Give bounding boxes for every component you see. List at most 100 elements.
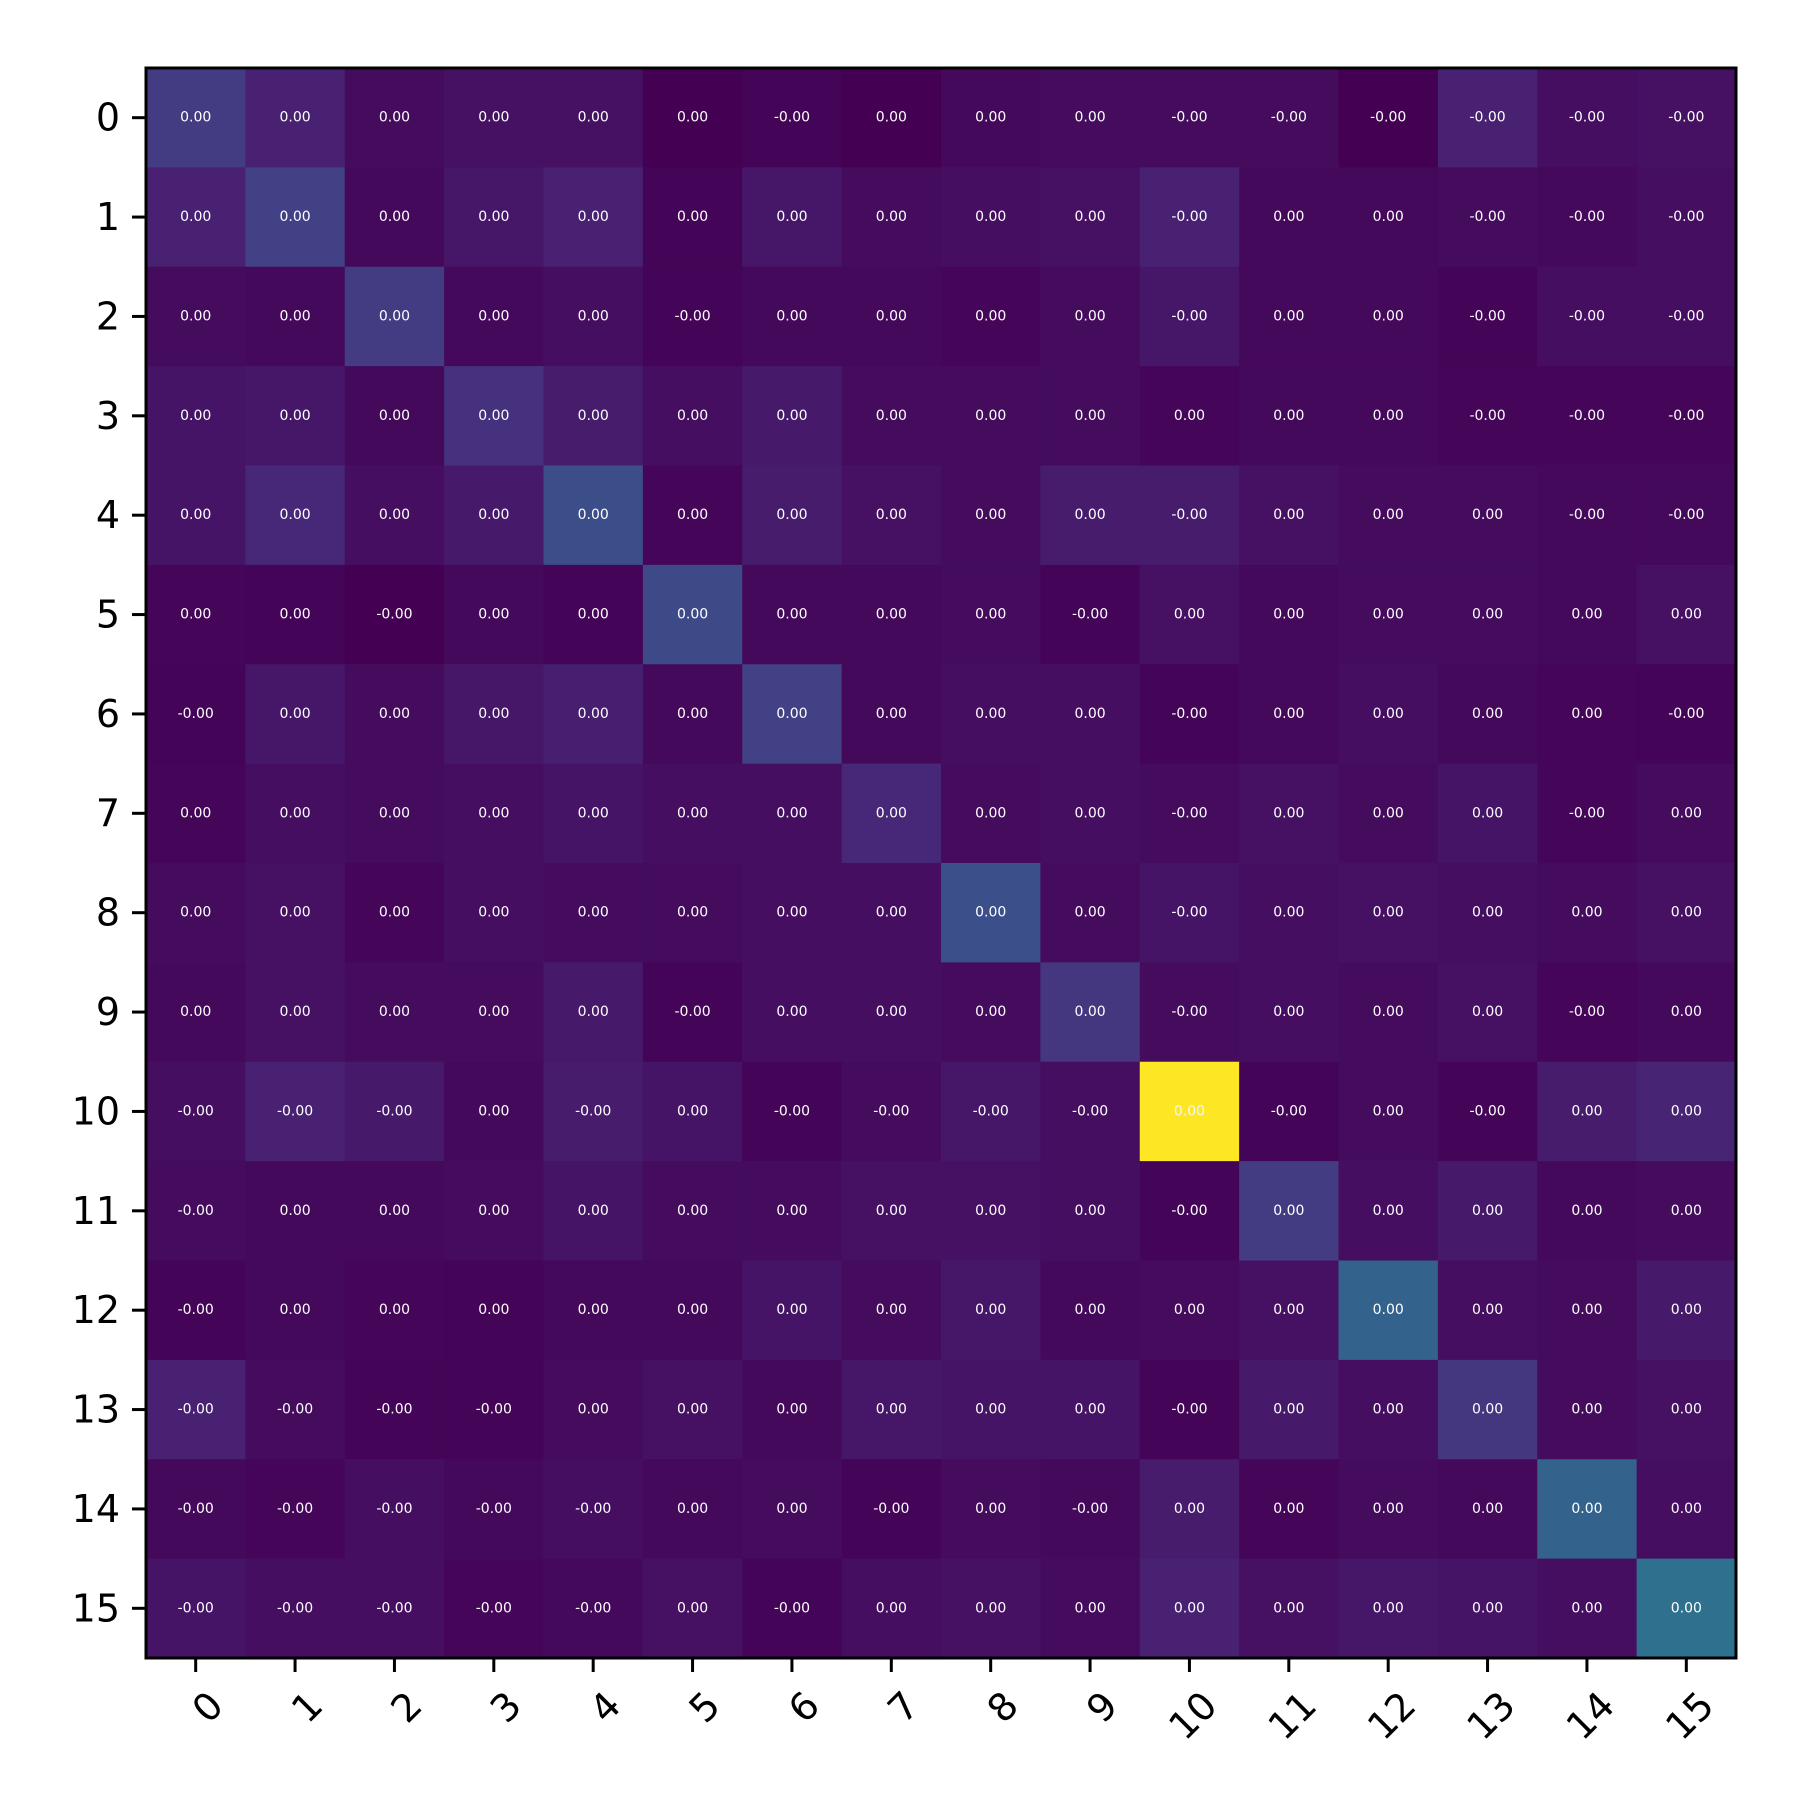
cell-value-label: 0.00 (1174, 1302, 1205, 1318)
cell-value-label: -0.00 (1569, 209, 1605, 225)
cell-value-label: 0.00 (279, 607, 310, 623)
heatmap-cell (1139, 68, 1240, 168)
heatmap-cell (1338, 1161, 1439, 1261)
cell-value-label: 0.00 (1074, 905, 1105, 921)
cell-value-label: 0.00 (876, 408, 907, 424)
cell-value-label: 0.00 (578, 308, 609, 324)
heatmap-cell (1239, 1061, 1339, 1162)
cell-value-label: -0.00 (1469, 1103, 1505, 1119)
cell-value-label: 0.00 (1273, 1501, 1304, 1517)
heatmap-cell (742, 1359, 843, 1460)
heatmap-cell (1338, 664, 1439, 765)
cell-value-label: -0.00 (1171, 1203, 1207, 1219)
cell-value-label: 0.00 (677, 1203, 708, 1219)
heatmap-cell (941, 167, 1041, 268)
heatmap-cell (1636, 664, 1737, 765)
x-tick-label: 12 (1359, 1683, 1424, 1748)
heatmap-cell (742, 366, 843, 466)
x-tick-label: 10 (1160, 1683, 1225, 1748)
cell-value-label: 0.00 (180, 607, 211, 623)
heatmap-cell (543, 763, 644, 864)
cell-value-label: 0.00 (1074, 209, 1105, 225)
heatmap-cell (1139, 266, 1240, 367)
cell-value-label: -0.00 (178, 1402, 214, 1418)
cell-value-label: 0.00 (1373, 1302, 1404, 1318)
cell-value-label: 0.00 (1273, 607, 1304, 623)
heatmap-cell (1437, 1260, 1538, 1361)
heatmap-cell (742, 564, 843, 665)
heatmap-cell (1537, 266, 1638, 367)
cell-value-label: 0.00 (478, 308, 509, 324)
x-tick-label: 7 (879, 1683, 927, 1731)
heatmap-cell (1537, 1459, 1638, 1560)
heatmap-cell (146, 664, 246, 765)
cell-value-label: 0.00 (975, 408, 1006, 424)
heatmap-cell (642, 366, 743, 466)
cell-value-label: 0.00 (379, 805, 410, 821)
cell-value-label: 0.00 (379, 1203, 410, 1219)
cell-value-label: -0.00 (1271, 110, 1307, 126)
cell-value-label: 0.00 (1074, 1600, 1105, 1616)
cell-value-label: 0.00 (1074, 507, 1105, 523)
cell-value-label: 0.00 (1671, 1004, 1702, 1020)
heatmap-cell (742, 962, 843, 1063)
cell-value-label: 0.00 (1273, 507, 1304, 523)
y-tick-label: 13 (72, 1388, 120, 1432)
cell-value-label: 0.00 (379, 507, 410, 523)
cell-value-label: 0.00 (776, 507, 807, 523)
heatmap-cell (841, 564, 942, 665)
heatmap-cell (1239, 564, 1339, 665)
heatmap-cell (1040, 1161, 1141, 1261)
heatmap-cell (1139, 763, 1240, 864)
cell-value-label: 0.00 (379, 308, 410, 324)
cell-value-label: 0.00 (677, 110, 708, 126)
heatmap-cell (1338, 465, 1439, 566)
cell-value-label: -0.00 (674, 308, 710, 324)
x-tick-label: 1 (283, 1683, 331, 1731)
heatmap-cell (1636, 1260, 1737, 1361)
cell-value-label: 0.00 (379, 1004, 410, 1020)
cell-value-label: 0.00 (478, 805, 509, 821)
heatmap-cell (1239, 1359, 1339, 1460)
cell-value-label: -0.00 (1569, 805, 1605, 821)
heatmap-cell (941, 1359, 1041, 1460)
heatmap-cell (742, 1558, 843, 1659)
heatmap-cell (245, 564, 346, 665)
x-tick-label: 3 (482, 1683, 530, 1731)
heatmap-cell (941, 664, 1041, 765)
heatmap-cell (146, 962, 246, 1063)
cell-value-label: 0.00 (1373, 308, 1404, 324)
cell-value-label: 0.00 (1671, 1600, 1702, 1616)
heatmap-cell (543, 266, 644, 367)
x-tick-label: 13 (1458, 1683, 1523, 1748)
cell-value-label: 0.00 (1571, 1501, 1602, 1517)
y-tick-label: 11 (72, 1189, 120, 1233)
heatmap-cell (1437, 266, 1538, 367)
cell-value-label: 0.00 (677, 1600, 708, 1616)
heatmap-cell (146, 1558, 246, 1659)
cell-value-label: 0.00 (975, 507, 1006, 523)
plot-frame (144, 66, 1738, 1660)
cell-value-label: 0.00 (677, 805, 708, 821)
cell-value-label: 0.00 (876, 607, 907, 623)
cell-value-label: 0.00 (1373, 1501, 1404, 1517)
heatmap-cell (1437, 1459, 1538, 1560)
cell-value-label: 0.00 (1074, 1004, 1105, 1020)
x-tick-label: 11 (1260, 1683, 1325, 1748)
cell-value-label: -0.00 (476, 1600, 512, 1616)
heatmap-cell (841, 465, 942, 566)
heatmap-cell (245, 1459, 346, 1560)
heatmap-cell (1437, 564, 1538, 665)
cell-value-label: -0.00 (178, 1501, 214, 1517)
heatmap-cell (1040, 68, 1141, 168)
cell-value-label: 0.00 (478, 408, 509, 424)
heatmap-cell (1636, 366, 1737, 466)
heatmap-cell (245, 266, 346, 367)
cell-value-label: 0.00 (578, 706, 609, 722)
cell-value-label: -0.00 (575, 1103, 611, 1119)
cell-value-label: 0.00 (1671, 607, 1702, 623)
cell-value-label: 0.00 (279, 805, 310, 821)
cell-value-label: 0.00 (1472, 507, 1503, 523)
cell-value-label: 0.00 (180, 507, 211, 523)
cell-value-label: -0.00 (1668, 209, 1704, 225)
